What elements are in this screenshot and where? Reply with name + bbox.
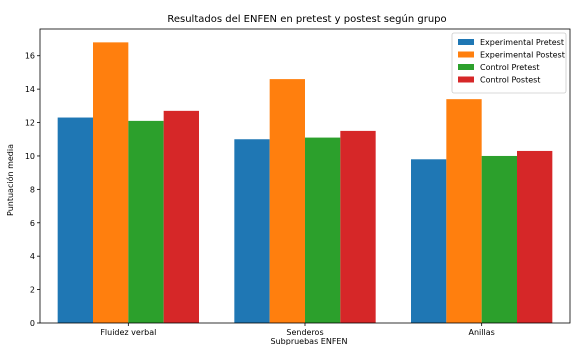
- chart-title: Resultados del ENFEN en pretest y postes…: [167, 13, 446, 25]
- y-tick-label-7: 14: [25, 85, 35, 94]
- x-ticks-group: Fluidez verbal Senderos Anillas: [100, 323, 495, 337]
- x-tick-label-2: Anillas: [469, 328, 495, 337]
- legend-swatch-3: [458, 76, 474, 83]
- y-tick-label-1: 2: [30, 286, 35, 295]
- legend-swatch-2: [458, 64, 474, 70]
- y-tick-label-0: 0: [30, 319, 35, 328]
- bar-2-0: [128, 120, 164, 323]
- bar-1-2: [446, 99, 482, 323]
- bar-2-2: [481, 155, 517, 323]
- legend: Experimental Pretest Experimental Postest…: [451, 32, 567, 94]
- legend-label-3: Control Postest: [480, 76, 540, 85]
- y-tick-label-6: 12: [25, 119, 35, 128]
- y-tick-label-8: 16: [25, 52, 35, 61]
- y-ticks-group: 0 2 4 6 8 10 12 14 16: [25, 52, 40, 328]
- y-tick-label-5: 10: [25, 152, 35, 161]
- legend-swatch-1: [458, 51, 474, 58]
- y-tick-label-3: 6: [30, 219, 35, 228]
- x-tick-label-1: Senderos: [286, 328, 323, 337]
- legend-label-1: Experimental Postest: [480, 51, 565, 60]
- legend-label-0: Experimental Pretest: [480, 38, 564, 47]
- legend-swatch-0: [458, 39, 474, 45]
- bar-1-1: [269, 79, 305, 323]
- bar-0-2: [411, 159, 447, 323]
- bar-1-0: [93, 42, 129, 323]
- legend-frame: [451, 32, 567, 94]
- bar-3-2: [517, 150, 553, 323]
- bar-0-1: [234, 139, 270, 323]
- bar-3-1: [340, 130, 376, 323]
- bar-2-1: [305, 137, 341, 323]
- y-tick-label-2: 4: [30, 252, 35, 261]
- x-tick-label-0: Fluidez verbal: [100, 328, 156, 337]
- bar-0-0: [57, 117, 93, 323]
- plot-frame: [39, 28, 571, 324]
- y-axis-label: Puntuación media: [5, 144, 15, 216]
- legend-label-2: Control Pretest: [480, 63, 540, 72]
- bars-group: [57, 42, 553, 324]
- x-axis-label: Subpruebas ENFEN: [271, 337, 348, 345]
- y-tick-label-4: 8: [30, 185, 35, 194]
- bar-3-0: [163, 110, 199, 324]
